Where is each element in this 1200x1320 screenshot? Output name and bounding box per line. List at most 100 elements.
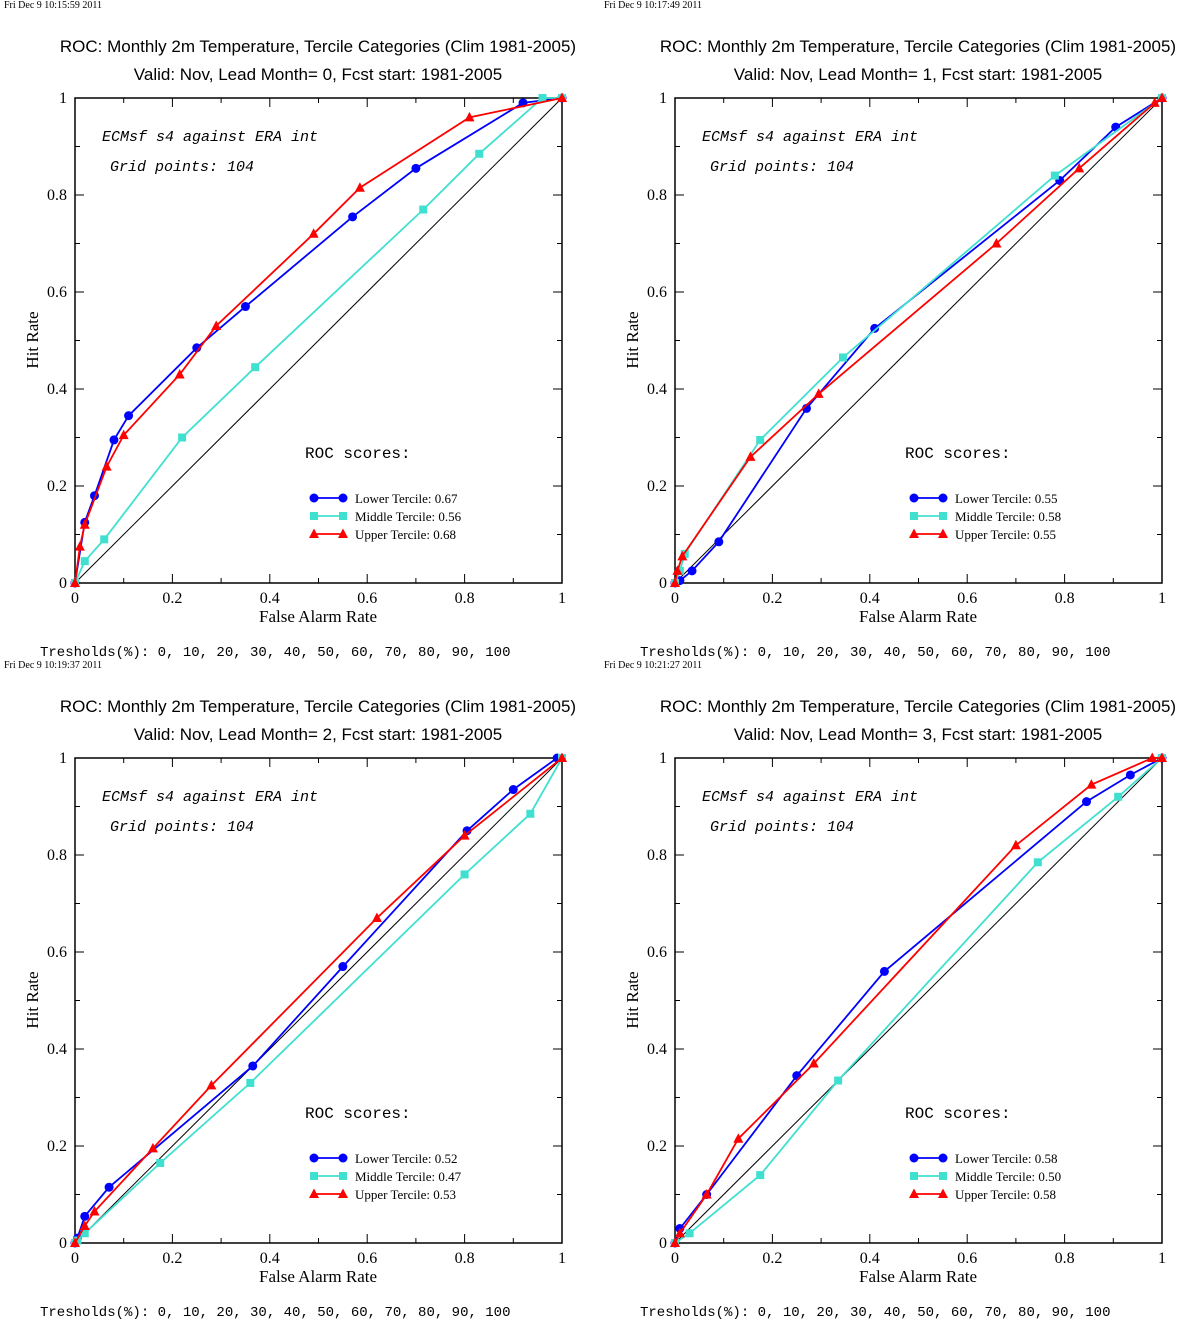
- legend-entry-middle-tercile: Middle Tercile: 0.56: [310, 509, 462, 524]
- middle-tercile-point: [526, 809, 535, 818]
- y-tick-label: 0.6: [47, 944, 67, 961]
- timestamp: Fri Dec 9 10:15:59 2011: [4, 0, 102, 11]
- middle-tercile-point: [251, 363, 260, 372]
- upper-tercile-point: [101, 461, 112, 471]
- legend-marker: [909, 493, 919, 503]
- middle-tercile-point: [756, 1171, 765, 1180]
- roc-panel-lead-1: Fri Dec 9 10:17:49 2011 ROC: Monthly 2m T…: [600, 0, 1200, 660]
- x-tick-label: 0.2: [162, 1250, 182, 1267]
- no-skill-diagonal: [74, 97, 563, 584]
- upper-tercile-point: [79, 519, 90, 529]
- x-tick-label: 1: [1158, 590, 1166, 607]
- upper-tercile-point: [557, 92, 567, 102]
- x-tick-label: 0.4: [260, 1250, 280, 1267]
- y-axis-label: Hit Rate: [23, 311, 42, 368]
- annotation-model: ECMsf s4 against ERA int: [702, 129, 918, 146]
- lower-tercile-point: [1082, 797, 1092, 807]
- legend-entry-lower-tercile: Lower Tercile: 0.55: [909, 491, 1057, 506]
- legend-marker: [910, 1172, 918, 1180]
- upper-tercile-point: [174, 368, 185, 379]
- lower-tercile-point: [338, 962, 348, 972]
- upper-tercile-series: [670, 92, 1167, 587]
- legend-marker: [939, 512, 947, 520]
- x-axis-label: False Alarm Rate: [259, 607, 377, 626]
- y-tick-label: 0.8: [47, 187, 67, 204]
- roc-chart-svg: Fri Dec 9 10:17:49 2011 ROC: Monthly 2m T…: [604, 0, 1176, 660]
- roc-scores-label: ROC scores:: [905, 445, 1011, 463]
- lower-tercile-point: [879, 966, 889, 976]
- x-tick-label: 1: [558, 1250, 566, 1267]
- annotation-model: ECMsf s4 against ERA int: [102, 129, 318, 146]
- lower-tercile-point: [109, 435, 119, 445]
- upper-tercile-point: [1147, 752, 1158, 762]
- upper-tercile-point: [147, 1142, 158, 1153]
- upper-tercile-point: [464, 111, 475, 122]
- legend-entry-middle-tercile: Middle Tercile: 0.58: [910, 509, 1061, 524]
- y-tick-label: 0.2: [47, 1138, 67, 1155]
- roc-chart-svg: Fri Dec 9 10:19:37 2011 ROC: Monthly 2m T…: [4, 660, 576, 1320]
- x-tick-label: 0.4: [860, 590, 880, 607]
- upper-tercile-point: [557, 752, 567, 762]
- lower-tercile-point: [104, 1182, 114, 1192]
- lower-tercile-point: [240, 302, 250, 312]
- x-tick-label: 1: [558, 590, 566, 607]
- upper-tercile-point: [89, 1205, 100, 1216]
- x-tick-label: 0: [671, 1250, 679, 1267]
- y-axis-label: Hit Rate: [623, 311, 642, 368]
- legend-marker: [909, 528, 919, 538]
- lower-tercile-point: [714, 537, 724, 547]
- y-tick-label: 0.6: [47, 284, 67, 301]
- upper-tercile-series: [70, 752, 567, 1247]
- upper-tercile-point: [808, 1058, 819, 1068]
- x-tick-label: 0: [671, 590, 679, 607]
- thresholds-text: Tresholds(%): 0, 10, 20, 30, 40, 50, 60,…: [40, 645, 510, 660]
- x-tick-label: 0.6: [957, 590, 977, 607]
- legend-marker: [910, 512, 918, 520]
- legend-label: Upper Tercile: 0.53: [355, 1187, 456, 1202]
- y-tick-label: 0: [59, 1235, 67, 1252]
- legend-marker: [309, 1188, 319, 1198]
- x-axis-label: False Alarm Rate: [259, 1267, 377, 1286]
- roc-chart-svg: Fri Dec 9 10:15:59 2011 ROC: Monthly 2m T…: [4, 0, 576, 660]
- y-tick-label: 0.8: [647, 187, 667, 204]
- upper-tercile-point: [354, 182, 365, 192]
- upper-tercile-point: [70, 1237, 80, 1247]
- middle-tercile-point: [460, 870, 469, 879]
- lower-tercile-point: [348, 212, 358, 222]
- legend-marker: [938, 1153, 948, 1163]
- roc-scores-label: ROC scores:: [905, 1105, 1011, 1123]
- chart-title: ROC: Monthly 2m Temperature, Tercile Cat…: [660, 37, 1176, 56]
- legend-marker: [909, 1188, 919, 1198]
- middle-tercile-point: [419, 205, 428, 214]
- y-tick-label: 0.4: [47, 1041, 67, 1058]
- upper-tercile-point: [1010, 839, 1021, 850]
- no-skill-diagonal: [674, 97, 1163, 584]
- legend-label: Middle Tercile: 0.47: [355, 1169, 462, 1184]
- middle-tercile-point: [246, 1078, 255, 1087]
- y-tick-label: 0.8: [47, 847, 67, 864]
- middle-tercile-point: [1050, 171, 1059, 180]
- roc-chart-svg: Fri Dec 9 10:21:27 2011 ROC: Monthly 2m T…: [604, 660, 1176, 1320]
- legend-marker: [338, 1153, 348, 1163]
- legend-label: Lower Tercile: 0.55: [955, 491, 1057, 506]
- upper-tercile-point: [991, 238, 1002, 248]
- legend-label: Lower Tercile: 0.58: [955, 1151, 1057, 1166]
- upper-tercile-point: [79, 1220, 90, 1231]
- legend-marker: [309, 1153, 319, 1163]
- y-tick-label: 0: [59, 575, 67, 592]
- y-tick-label: 0.2: [47, 478, 67, 495]
- roc-panel-lead-0: Fri Dec 9 10:15:59 2011 ROC: Monthly 2m T…: [0, 0, 600, 660]
- middle-tercile-point: [178, 433, 187, 442]
- y-tick-label: 0.6: [647, 284, 667, 301]
- x-tick-label: 0.2: [162, 590, 182, 607]
- middle-tercile-point: [80, 557, 89, 566]
- upper-tercile-point: [672, 565, 683, 575]
- middle-tercile-point: [73, 1236, 82, 1245]
- thresholds-text: Tresholds(%): 0, 10, 20, 30, 40, 50, 60,…: [640, 645, 1110, 660]
- lower-tercile-point: [687, 566, 697, 576]
- x-tick-label: 0.8: [455, 590, 475, 607]
- x-tick-label: 0.2: [762, 1250, 782, 1267]
- roc-scores-label: ROC scores:: [305, 1105, 411, 1123]
- upper-tercile-point: [70, 577, 80, 587]
- upper-tercile-point: [733, 1133, 744, 1143]
